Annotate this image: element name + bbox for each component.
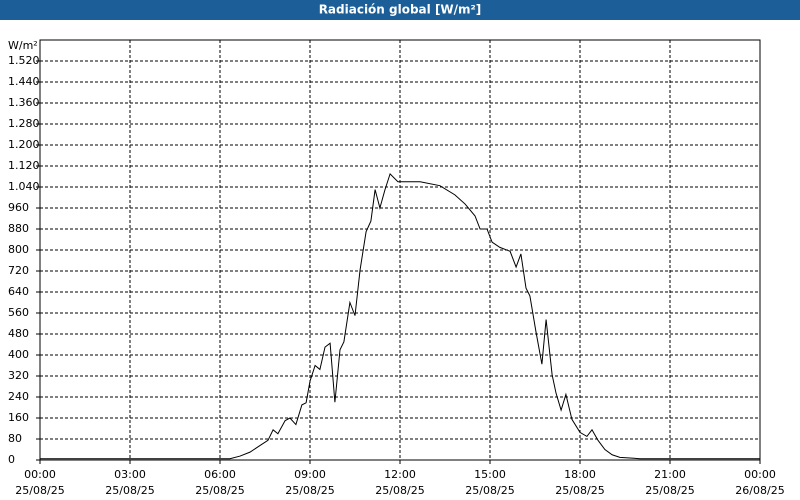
x-tick-date: 25/08/25 xyxy=(555,484,604,497)
data-line xyxy=(40,172,760,460)
x-tick-date: 25/08/25 xyxy=(105,484,154,497)
chart-title: Radiación global [W/m²] xyxy=(319,3,482,17)
x-tick-date: 25/08/25 xyxy=(375,484,424,497)
y-tick-label: 1.040 xyxy=(8,180,40,193)
y-tick-label: 640 xyxy=(8,285,29,298)
x-tick-label: 12:00 xyxy=(384,468,416,481)
x-tick-label: 00:00 xyxy=(744,468,776,481)
y-tick-label: 720 xyxy=(8,264,29,277)
x-tick-label: 18:00 xyxy=(564,468,596,481)
y-tick-label: 400 xyxy=(8,348,29,361)
y-tick-label: 1.360 xyxy=(8,96,40,109)
y-tick-label: 160 xyxy=(8,411,29,424)
y-tick-label: 1.280 xyxy=(8,117,40,130)
x-tick-date: 26/08/25 xyxy=(735,484,784,497)
x-tick-label: 06:00 xyxy=(204,468,236,481)
y-tick-label: 1.120 xyxy=(8,159,40,172)
y-tick-label: 960 xyxy=(8,201,29,214)
y-tick-label: 240 xyxy=(8,390,29,403)
x-tick-date: 25/08/25 xyxy=(645,484,694,497)
y-tick-label: 80 xyxy=(8,432,22,445)
y-tick-label: 1.200 xyxy=(8,138,40,151)
y-tick-label: 320 xyxy=(8,369,29,382)
y-unit: W/m² xyxy=(8,39,38,52)
y-tick-label: 1.520 xyxy=(8,54,40,67)
x-tick-label: 03:00 xyxy=(114,468,146,481)
y-tick-label: 1.440 xyxy=(8,75,40,88)
x-tick-date: 25/08/25 xyxy=(15,484,64,497)
title-bar xyxy=(0,0,800,20)
x-tick-label: 09:00 xyxy=(294,468,326,481)
x-tick-date: 25/08/25 xyxy=(465,484,514,497)
x-tick-label: 00:00 xyxy=(24,468,56,481)
plot-frame xyxy=(39,39,761,461)
y-tick-label: 0 xyxy=(8,453,15,466)
x-tick-date: 25/08/25 xyxy=(195,484,244,497)
y-tick-label: 480 xyxy=(8,327,29,340)
x-tick-label: 15:00 xyxy=(474,468,506,481)
y-tick-label: 880 xyxy=(8,222,29,235)
y-tick-label: 800 xyxy=(8,243,29,256)
y-tick-label: 560 xyxy=(8,306,29,319)
x-tick-date: 25/08/25 xyxy=(285,484,334,497)
x-tick-label: 21:00 xyxy=(654,468,686,481)
